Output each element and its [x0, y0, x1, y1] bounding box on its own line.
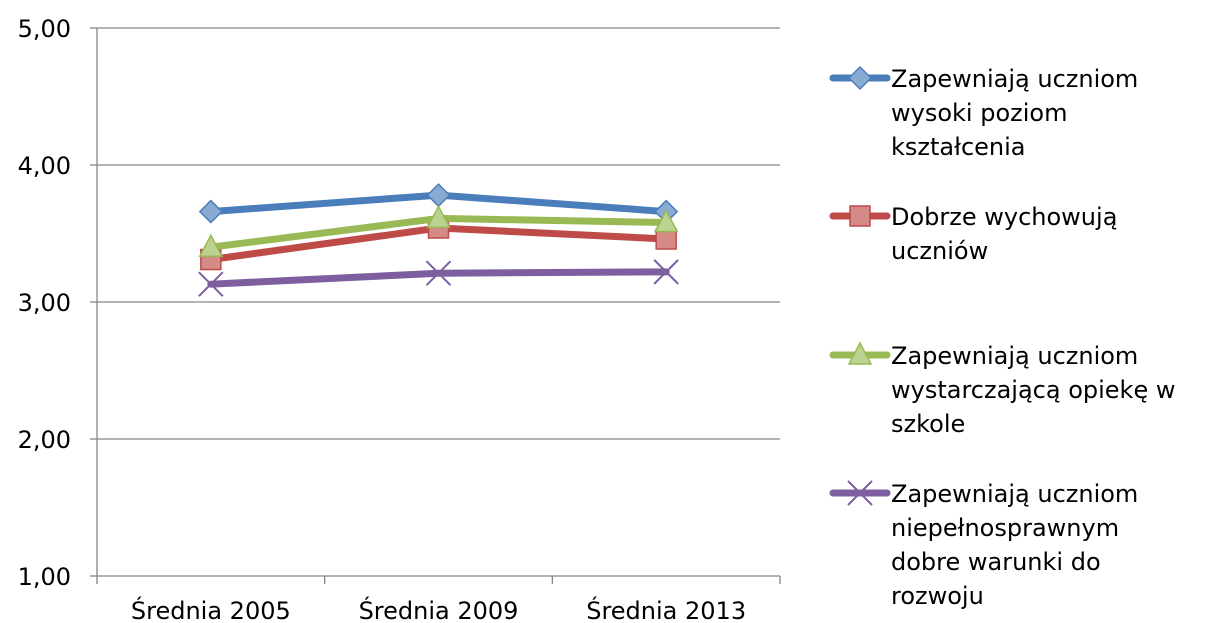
data-point-marker	[426, 204, 451, 229]
data-point-marker	[198, 233, 224, 257]
x-axis-ticks: Średnia 2005 Średnia 2009 Średnia 2013	[131, 595, 746, 623]
axes	[90, 27, 781, 584]
legend-label: uczniów	[891, 237, 988, 265]
legend-swatch-marker	[849, 205, 871, 227]
legend-swatch-marker	[847, 480, 873, 506]
x-tick-label: Średnia 2009	[359, 595, 519, 623]
data-point-marker	[426, 183, 451, 208]
data-point-marker	[653, 208, 679, 233]
legend-swatch-marker	[847, 341, 873, 365]
y-tick-label: 3,00	[18, 289, 71, 317]
legend-label: rozwoju	[891, 582, 984, 610]
legend-item: Zapewniają uczniom wystarczającą opiekę w…	[829, 341, 1175, 438]
legend-label: wystarczającą opiekę w	[891, 376, 1175, 404]
legend-item: Zapewniają uczniom niepełnosprawnym dobre …	[829, 480, 1138, 610]
legend-item: Dobrze wychowują uczniów	[829, 203, 1117, 265]
x-tick-label: Średnia 2005	[131, 595, 291, 623]
x-tick-label: Średnia 2013	[586, 595, 746, 623]
series-4	[198, 259, 679, 297]
y-axis-ticks: 1,00 2,00 3,00 4,00 5,00	[18, 15, 71, 591]
series-lines	[198, 183, 679, 297]
legend-label: Zapewniają uczniom	[891, 65, 1138, 93]
y-tick-label: 4,00	[18, 152, 71, 180]
y-tick-label: 1,00	[18, 563, 71, 591]
series-3	[198, 204, 679, 257]
legend-label: Zapewniają uczniom	[891, 342, 1138, 370]
legend-label: Zapewniają uczniom	[891, 480, 1138, 508]
gridlines	[97, 27, 780, 440]
legend-label: wysoki poziom	[891, 99, 1067, 127]
data-point-marker	[198, 271, 224, 297]
data-point-marker	[198, 199, 223, 224]
legend-label: szkole	[891, 410, 965, 438]
data-point-marker	[653, 259, 679, 285]
legend: Zapewniają uczniom wysoki poziom kształcen…	[829, 65, 1175, 610]
legend-item: Zapewniają uczniom wysoki poziom kształcen…	[829, 65, 1138, 161]
y-tick-label: 5,00	[18, 15, 71, 43]
legend-label: kształcenia	[891, 133, 1025, 161]
y-tick-label: 2,00	[18, 426, 71, 454]
data-point-marker	[425, 260, 452, 286]
legend-label: Dobrze wychowują	[891, 203, 1117, 231]
legend-swatch-marker	[847, 65, 873, 91]
legend-label: dobre warunki do	[891, 548, 1101, 576]
legend-label: niepełnosprawnym	[891, 514, 1119, 542]
